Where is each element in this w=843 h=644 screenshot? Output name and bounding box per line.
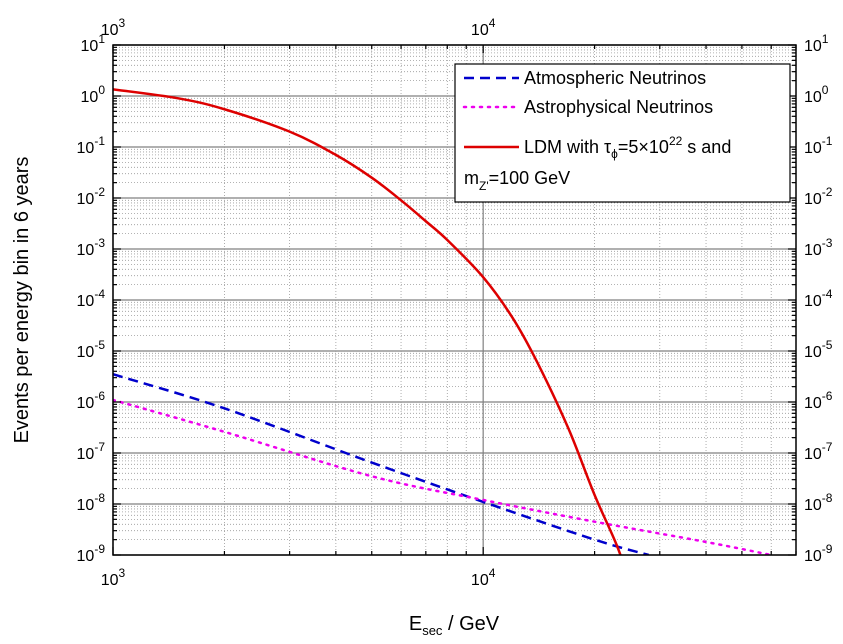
y-tick-label-left: 10-2 [77, 185, 106, 208]
series-group [113, 88, 773, 555]
legend: Atmospheric Neutrinos Astrophysical Neut… [454, 63, 791, 203]
x-tick-label-bottom: 104 [471, 566, 496, 589]
y-tick-label-left: 10-4 [77, 287, 106, 310]
y-tick-label-right: 101 [804, 32, 829, 55]
y-tick-label-left: 10-7 [77, 440, 106, 463]
y-tick-label-right: 10-3 [804, 236, 833, 259]
y-tick-label-left: 101 [81, 32, 106, 55]
legend-label-astrophysical: Astrophysical Neutrinos [524, 97, 713, 117]
x-axis-title: Esec / GeV [409, 613, 500, 638]
x-tick-label-top: 103 [101, 16, 126, 39]
y-tick-label-right: 10-9 [804, 542, 833, 565]
series-line-2 [113, 88, 622, 555]
y-tick-label-right: 10-6 [804, 389, 833, 412]
x-tick-label-bottom: 103 [101, 566, 126, 589]
y-tick-label-right: 10-1 [804, 134, 833, 157]
y-tick-label-right: 10-2 [804, 185, 833, 208]
y-tick-label-left: 10-6 [77, 389, 106, 412]
y-tick-label-left: 10-5 [77, 338, 106, 361]
y-tick-label-left: 10-3 [77, 236, 106, 259]
y-tick-label-left: 10-1 [77, 134, 106, 157]
y-tick-label-right: 10-8 [804, 491, 833, 514]
y-tick-label-right: 100 [804, 83, 829, 106]
y-tick-label-right: 10-5 [804, 338, 833, 361]
y-tick-label-left: 100 [81, 83, 106, 106]
y-tick-label-left: 10-9 [77, 542, 106, 565]
y-tick-label-right: 10-7 [804, 440, 833, 463]
legend-label-ldm-line2: mZ'=100 GeV [464, 168, 570, 193]
legend-label-atmospheric: Atmospheric Neutrinos [524, 68, 706, 88]
x-tick-label-top: 104 [471, 16, 496, 39]
series-line-0 [113, 373, 650, 555]
legend-label-ldm-line1: LDM with τϕ=5×1022 s and [524, 134, 731, 161]
tick-labels: 101 101 100 100 10-1 10-1 10-2 10-2 10-3 10-3 10-4… [77, 16, 833, 589]
y-tick-label-left: 10-8 [77, 491, 106, 514]
series-line-1 [113, 398, 773, 555]
y-axis-title: Events per energy bin in 6 years [11, 157, 33, 444]
legend-box [454, 63, 791, 203]
y-tick-label-right: 10-4 [804, 287, 833, 310]
